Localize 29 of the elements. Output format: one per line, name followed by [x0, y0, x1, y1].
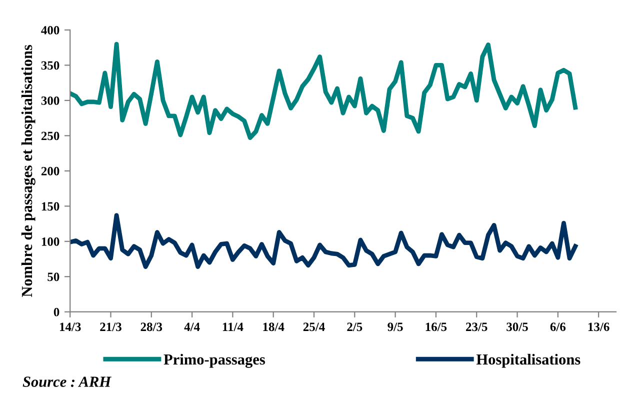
- y-tick-label: 0: [54, 308, 60, 316]
- x-tick-label: 9/5: [388, 322, 403, 332]
- x-tick-label: 18/4: [263, 322, 284, 332]
- source-note: Source : ARH: [22, 376, 112, 387]
- y-axis-title: Nombre de passages et hospitalisations: [21, 44, 36, 297]
- x-tick-label: 16/5: [426, 322, 447, 332]
- x-tick-label: 4/4: [184, 322, 200, 332]
- x-tick-label: 30/5: [506, 322, 528, 332]
- y-tick-label: 300: [41, 96, 60, 105]
- x-tick-label: 2/5: [347, 322, 362, 332]
- y-tick-label: 400: [41, 26, 60, 34]
- line-series: [70, 213, 578, 269]
- x-tick-label: 11/4: [222, 322, 244, 332]
- x-tick-label: 13/6: [588, 322, 610, 332]
- y-tick-label: 100: [42, 237, 60, 246]
- y-tick-label: 350: [41, 61, 60, 70]
- x-tick-label: 21/3: [100, 322, 122, 332]
- line-series: [70, 42, 578, 140]
- legend-label: Hospitalisations: [476, 354, 580, 368]
- y-tick-label: 250: [41, 132, 60, 140]
- y-tick-label: 150: [42, 202, 60, 211]
- y-tick-label: 200: [41, 166, 60, 176]
- x-tick-label: 28/3: [140, 322, 162, 332]
- x-tick-label: 23/5: [466, 322, 488, 332]
- x-tick-label: 6/6: [550, 322, 566, 332]
- y-tick-label: 50: [48, 272, 60, 282]
- x-tick-label: 25/4: [303, 322, 325, 332]
- x-tick-label: 14/3: [60, 322, 81, 332]
- legend-label: Primo-passages: [164, 354, 265, 368]
